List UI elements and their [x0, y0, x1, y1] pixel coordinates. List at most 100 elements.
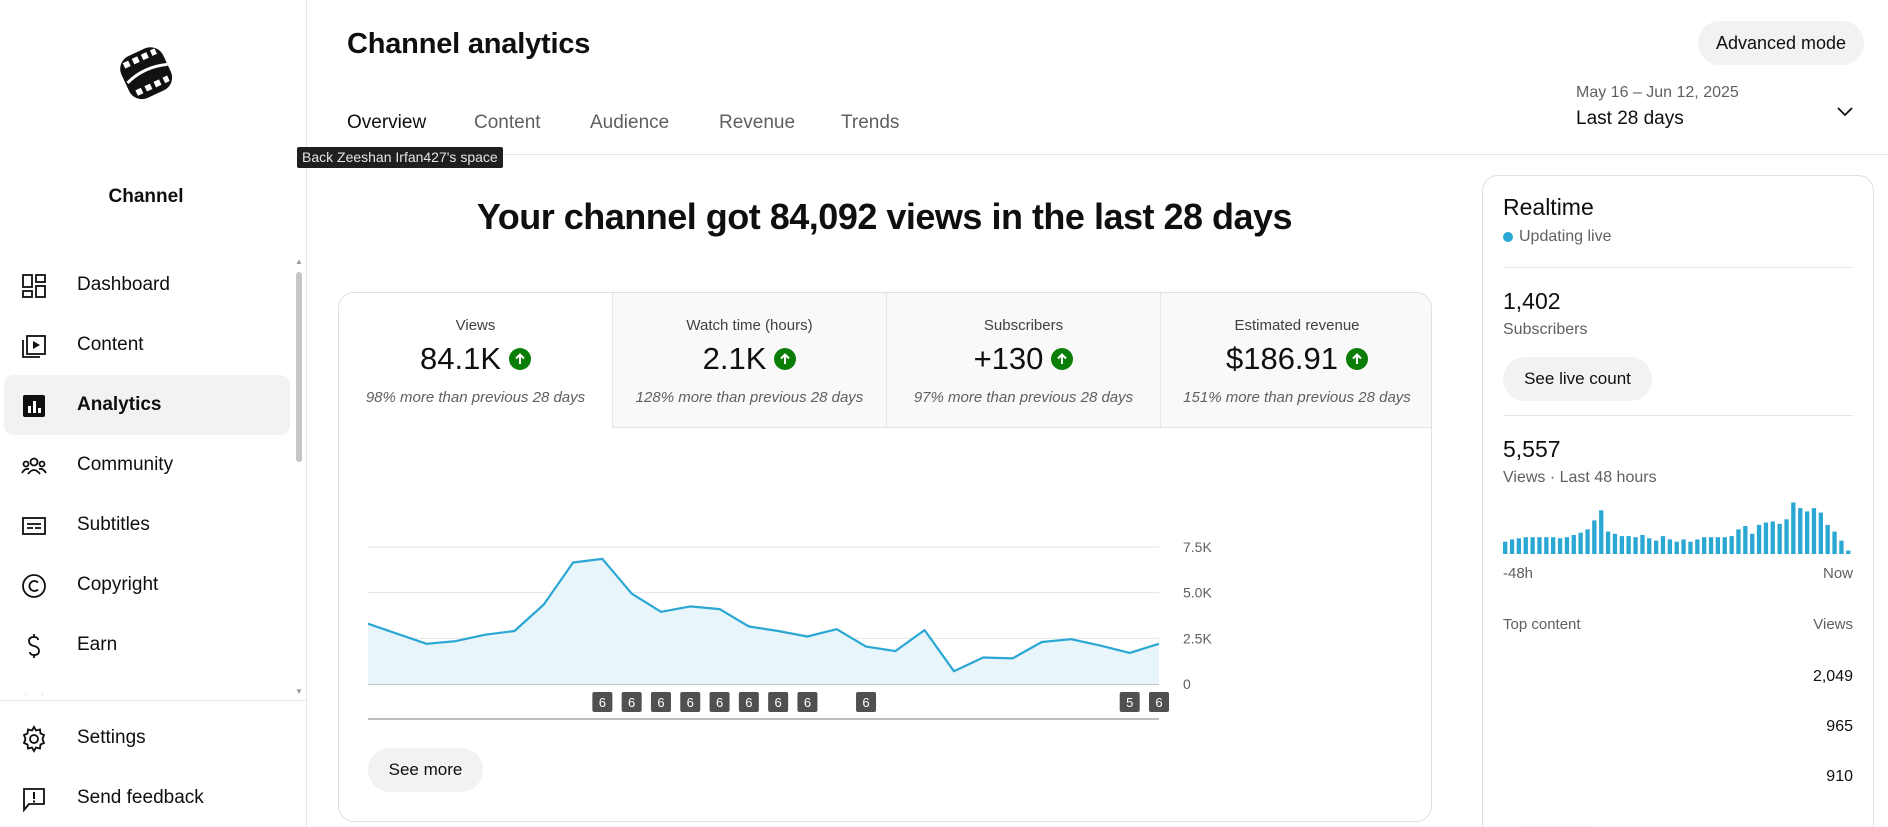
sidebar-item-community[interactable]: Community — [4, 435, 290, 495]
metric-label: Estimated revenue — [1234, 317, 1360, 334]
divider — [1503, 267, 1853, 268]
metric-views[interactable]: Views 84.1K 98% more than previous 28 da… — [339, 293, 613, 428]
top-content-row[interactable]: 910 — [1503, 762, 1853, 792]
metric-watch-time[interactable]: Watch time (hours) 2.1K 128% more than p… — [613, 293, 887, 428]
views-headline: Your channel got 84,092 views in the las… — [476, 196, 1293, 237]
sidebar-item-dashboard[interactable]: Dashboard — [4, 255, 290, 315]
sidebar-item-copyright[interactable]: Copyright — [4, 555, 290, 615]
realtime-bar — [1509, 539, 1515, 554]
realtime-bar — [1585, 529, 1590, 554]
date-range-selector[interactable]: May 16 – Jun 12, 2025 Last 28 days — [1576, 84, 1866, 136]
top-content-views: 2,049 — [1812, 668, 1853, 685]
sidebar-item-label: Subtitles — [77, 514, 150, 535]
community-icon — [21, 457, 47, 475]
metric-subscribers[interactable]: Subscribers +130 97% more than previous … — [887, 293, 1161, 428]
chart-marker[interactable]: 6 — [709, 692, 730, 712]
top-content-label: Top content — [1503, 616, 1581, 633]
analytics-icon — [23, 395, 45, 417]
svg-text:6: 6 — [657, 695, 664, 710]
metric-delta: 151% more than previous 28 days — [1183, 389, 1411, 406]
sidebar-item-earn[interactable]: Earn — [4, 615, 290, 675]
chevron-down-icon — [1837, 107, 1853, 117]
realtime-bar — [1599, 510, 1604, 554]
tab-content[interactable]: Content — [474, 112, 541, 133]
realtime-bar — [1791, 502, 1796, 554]
chart-y-tick-label: 0 — [1183, 676, 1191, 692]
tab-audience[interactable]: Audience — [590, 112, 670, 133]
metric-estimated-revenue[interactable]: Estimated revenue $186.91 151% more than… — [1161, 293, 1431, 428]
content-icon — [22, 335, 46, 358]
svg-text:6: 6 — [775, 695, 782, 710]
svg-text:5: 5 — [1126, 695, 1133, 710]
realtime-title: Realtime — [1503, 194, 1594, 220]
chart-marker[interactable]: 6 — [768, 692, 789, 712]
sidebar-item-label: Dashboard — [77, 274, 170, 295]
tab-trends[interactable]: Trends — [841, 112, 900, 133]
realtime-axis-start: -48h — [1503, 565, 1534, 582]
sidebar-item-content[interactable]: Content — [4, 315, 290, 375]
sidebar-item-subtitles[interactable]: Subtitles — [4, 495, 290, 555]
metric-delta: 98% more than previous 28 days — [365, 389, 586, 406]
chart-y-tick-label: 7.5K — [1183, 539, 1212, 555]
metric-value: 2.1K — [702, 341, 767, 376]
realtime-bar — [1667, 539, 1672, 554]
realtime-bar — [1702, 537, 1707, 554]
realtime-bar — [1619, 536, 1624, 554]
sidebar: Channel Dashboard Content Analytics Comm… — [0, 0, 307, 827]
chart-line — [367, 557, 1160, 673]
see-live-count-button[interactable]: See live count — [1503, 357, 1652, 401]
arrow-up-circle-icon — [509, 348, 531, 370]
svg-text:6: 6 — [599, 695, 606, 710]
sidebar-item-label: Analytics — [77, 394, 162, 415]
metric-label: Views — [455, 317, 496, 334]
svg-text:6: 6 — [716, 695, 723, 710]
send-feedback-button[interactable]: Send feedback — [4, 771, 290, 827]
chart-marker[interactable]: 6 — [621, 692, 642, 712]
chart-marker[interactable]: 6 — [856, 692, 877, 712]
top-content-views: 965 — [1826, 718, 1853, 735]
top-content-row[interactable]: 965 — [1503, 712, 1853, 742]
chart-marker[interactable]: 6 — [1149, 692, 1169, 712]
realtime-bar — [1592, 520, 1597, 554]
realtime-bar — [1708, 537, 1714, 554]
metric-value: +130 — [973, 341, 1044, 376]
channel-label: Channel — [108, 186, 184, 207]
settings-button[interactable]: Settings — [4, 711, 290, 767]
advanced-mode-button[interactable]: Advanced mode — [1698, 21, 1864, 65]
sidebar-item-label: Community — [77, 454, 174, 475]
realtime-bar — [1557, 538, 1563, 554]
sidebar-item-more[interactable] — [4, 675, 290, 695]
svg-text:6: 6 — [804, 695, 811, 710]
chart-marker[interactable]: 6 — [738, 692, 759, 712]
gear-icon — [22, 725, 46, 753]
tab-overview[interactable]: Overview — [347, 112, 427, 133]
sidebar-item-analytics[interactable]: Analytics — [4, 375, 290, 435]
realtime-views-bars — [1503, 502, 1851, 554]
scroll-thumb[interactable] — [296, 272, 302, 462]
realtime-bar — [1811, 508, 1817, 554]
chart-marker[interactable]: 6 — [650, 692, 671, 712]
chart-marker[interactable]: 6 — [592, 692, 613, 712]
realtime-views-count: 5,557 — [1503, 436, 1561, 462]
realtime-bar — [1654, 540, 1659, 554]
scroll-up-arrow-icon[interactable]: ▲ — [295, 257, 303, 266]
divider — [1503, 415, 1853, 416]
top-content-views: 910 — [1826, 768, 1853, 785]
realtime-bar — [1605, 531, 1611, 554]
chart-marker[interactable]: 5 — [1119, 692, 1140, 712]
scroll-down-arrow-icon[interactable]: ▼ — [295, 687, 303, 696]
chart-marker[interactable]: 6 — [680, 692, 701, 712]
feedback-icon — [23, 788, 45, 813]
channel-logo-icon[interactable] — [112, 40, 182, 110]
see-more-button[interactable]: See more — [368, 748, 483, 792]
chart-y-tick-label: 2.5K — [1183, 630, 1212, 646]
top-content-row[interactable]: 2,049 — [1503, 662, 1853, 692]
chart-marker[interactable]: 6 — [797, 692, 818, 712]
sidebar-scrollbar[interactable]: ▲ ▼ — [294, 258, 304, 698]
realtime-bar — [1537, 537, 1542, 554]
tooltip: Back Zeeshan Irfan427's space — [297, 147, 503, 168]
metric-label: Watch time (hours) — [686, 317, 813, 334]
tab-revenue[interactable]: Revenue — [719, 112, 796, 133]
realtime-bar — [1578, 532, 1583, 554]
date-range-dates: May 16 – Jun 12, 2025 — [1576, 84, 1739, 101]
